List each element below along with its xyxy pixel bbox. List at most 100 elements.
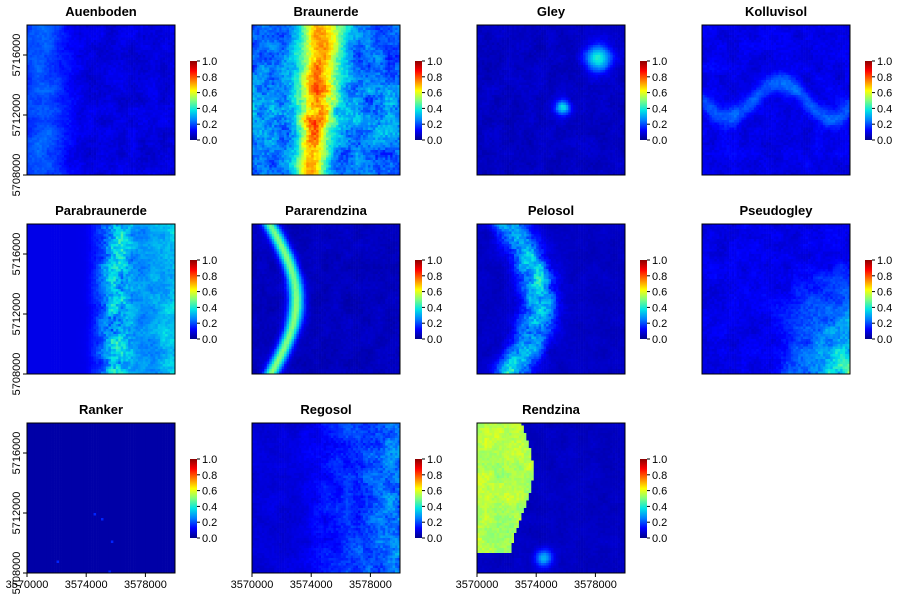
heatmap-cell (133, 120, 136, 123)
heatmap-cell (91, 130, 94, 133)
heatmap-cell (321, 40, 324, 43)
heatmap-cell (321, 57, 324, 61)
heatmap-cell (115, 57, 119, 61)
heatmap-cell (377, 65, 381, 68)
heatmap-cell (59, 80, 62, 83)
heatmap-cell (289, 67, 292, 71)
heatmap-cell (130, 30, 134, 33)
heatmap-cell (252, 80, 255, 83)
heatmap-cell (303, 45, 307, 48)
heatmap-cell (83, 65, 87, 68)
heatmap-cell (49, 172, 52, 176)
heatmap-cell (115, 157, 119, 161)
heatmap-cell (123, 50, 126, 53)
heatmap-cell (155, 107, 159, 111)
heatmap-cell (78, 125, 82, 128)
heatmap-cell (36, 167, 40, 171)
heatmap-cell (333, 37, 337, 41)
heatmap-cell (36, 100, 40, 103)
heatmap-cell (321, 62, 324, 66)
heatmap-cell (301, 65, 305, 68)
heatmap-cell (27, 85, 30, 88)
heatmap-cell (252, 60, 255, 63)
heatmap-cell (130, 152, 134, 156)
heatmap-cell (387, 57, 391, 61)
heatmap-cell (108, 82, 112, 86)
heatmap-cell (365, 62, 369, 66)
heatmap-cell (54, 25, 57, 28)
heatmap-cell (345, 60, 349, 63)
heatmap-cell (133, 140, 136, 143)
heatmap-cell (367, 35, 371, 38)
heatmap-cell (76, 97, 80, 101)
heatmap-cell (170, 150, 173, 153)
heatmap-cell (316, 57, 319, 61)
heatmap-cell (284, 50, 287, 53)
heatmap-cell (49, 42, 52, 46)
heatmap-cell (36, 130, 40, 133)
heatmap-cell (145, 100, 149, 103)
heatmap-cell (98, 100, 102, 103)
heatmap-cell (165, 65, 168, 68)
heatmap-cell (375, 27, 379, 31)
heatmap-cell (128, 132, 131, 136)
heatmap-cell (333, 42, 337, 46)
heatmap-cell (105, 70, 109, 73)
heatmap-cell (83, 170, 87, 173)
heatmap-cell (254, 50, 258, 53)
heatmap-cell (313, 72, 317, 76)
heatmap-cell (170, 85, 173, 88)
heatmap-cell (353, 70, 356, 73)
heatmap-cell (160, 82, 163, 86)
heatmap-cell (86, 172, 89, 176)
heatmap-cell (311, 57, 314, 61)
heatmap-cell (130, 97, 134, 101)
heatmap-cell (44, 105, 48, 108)
heatmap-cell (286, 35, 290, 38)
heatmap-cell (145, 52, 149, 56)
heatmap-cell (350, 42, 354, 46)
heatmap-cell (110, 60, 114, 63)
heatmap-cell (340, 32, 344, 36)
heatmap-cell (115, 160, 119, 163)
heatmap-cell (395, 32, 398, 36)
heatmap-cell (41, 147, 45, 151)
heatmap-cell (130, 150, 134, 153)
heatmap-cell (140, 37, 144, 41)
heatmap-cell (130, 117, 134, 121)
heatmap-cell (61, 37, 65, 41)
heatmap-cell (68, 110, 72, 113)
heatmap-cell (56, 37, 60, 41)
heatmap-cell (29, 162, 33, 166)
heatmap-cell (135, 102, 139, 106)
heatmap-cell (375, 50, 379, 53)
heatmap-cell (34, 147, 38, 151)
heatmap-cell (59, 142, 62, 146)
heatmap-cell (46, 65, 50, 68)
heatmap-cell (271, 67, 275, 71)
heatmap-cell (71, 155, 75, 158)
heatmap-cell (93, 145, 97, 148)
heatmap-cell (81, 62, 85, 66)
heatmap-cell (355, 77, 359, 81)
heatmap-cell (71, 140, 75, 143)
heatmap-cell (27, 140, 30, 143)
heatmap-cell (279, 32, 282, 36)
heatmap-cell (125, 132, 129, 136)
heatmap-cell (316, 47, 319, 51)
heatmap-cell (274, 75, 277, 78)
heatmap-cell (54, 167, 57, 171)
heatmap-cell (328, 32, 332, 36)
heatmap-cell (155, 92, 159, 96)
heatmap-cell (358, 77, 361, 81)
heatmap-cell (83, 45, 87, 48)
heatmap-cell (118, 82, 122, 86)
heatmap-cell (110, 102, 114, 106)
heatmap-cell (321, 30, 324, 33)
heatmap-cell (98, 70, 102, 73)
heatmap-cell (392, 67, 396, 71)
heatmap-cell (172, 82, 176, 86)
heatmap-cell (155, 160, 159, 163)
heatmap-cell (98, 117, 102, 121)
heatmap-cell (363, 57, 366, 61)
